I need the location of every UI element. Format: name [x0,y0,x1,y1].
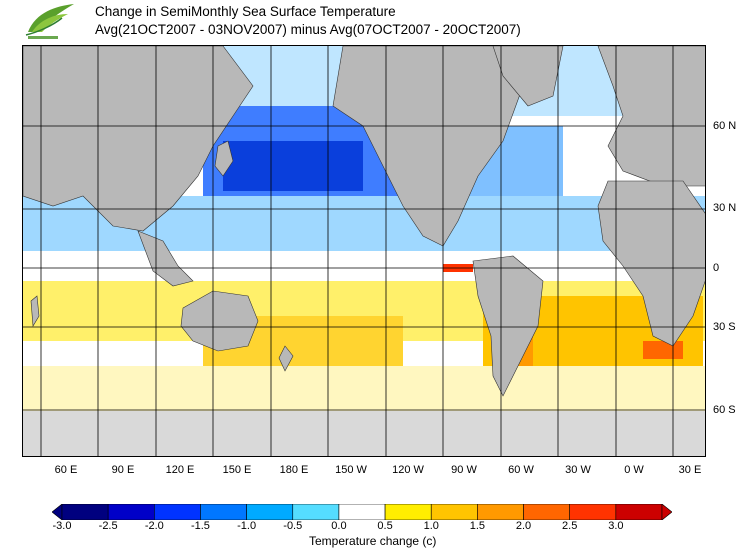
colorbar-tick-label: 1.5 [469,520,486,532]
colorbar-tick-label: -0.5 [283,520,303,532]
lat-label: 60 N [713,120,737,132]
colorbar-title: Temperature change (c) [309,534,437,548]
lon-label: 30 E [678,464,702,476]
colorbar-cell [292,504,340,520]
lon-label: 60 W [508,464,534,476]
lon-label: 0 W [624,464,644,476]
land-japan [214,140,234,177]
colorbar-tick-label: 0.0 [331,520,347,532]
lon-label: 150 W [335,464,367,476]
land-australia [180,290,259,352]
lon-label: 120 W [392,464,424,476]
sst-map-canvas [23,46,705,456]
lon-label: 90 E [111,464,135,476]
colorbar-tick-label: 2.5 [562,520,578,532]
lat-label: 60 S [713,404,736,416]
sst-field-tropics [23,251,705,286]
lon-label: 30 W [565,464,591,476]
land-africa [597,180,705,347]
lon-label: 60 E [54,464,78,476]
land-south-america [472,255,544,397]
colorbar-tick-label: 1.0 [423,520,439,532]
chart-subtitle: Avg(21OCT2007 - 03NOV2007) minus Avg(07O… [95,22,521,37]
logo-icon [25,4,74,39]
colorbar-cell [154,504,201,520]
colorbar [52,504,672,520]
colorbar-cell [246,504,294,520]
colorbar-cell [523,504,570,520]
colorbar-cell [384,504,432,520]
colorbar-tick-label: 0.5 [377,520,393,532]
colorbar-cell [569,504,617,520]
colorbar-tick-label: -2.0 [144,520,164,532]
colorbar-cell [477,504,524,520]
colorbar-cell [61,504,109,520]
colorbar-cell [615,504,663,520]
antarctic-ice [23,411,705,456]
lat-label: 0 [713,262,720,274]
land-eurasia [23,46,254,232]
lat-label: 30 S [713,321,736,333]
sst-field-southern-ocean [23,366,705,411]
lon-label: 180 E [279,464,309,476]
colorbar-tick-label: -3.0 [52,520,72,532]
sst-field-south-african-hotspot [643,341,683,359]
chart-title: Change in SemiMonthly Sea Surface Temper… [95,4,396,19]
sst-change-map [22,45,706,457]
lon-label: 90 W [451,464,477,476]
colorbar-tick-label: -2.5 [98,520,118,532]
land-new-zealand [278,345,294,372]
colorbar-tick-label: 3.0 [608,520,624,532]
colorbar-max-arrow [661,504,672,520]
map-grid [23,46,705,456]
lon-label: 150 E [222,464,252,476]
colorbar-min-arrow [52,504,63,520]
colorbar-cell [430,504,478,520]
lon-label: 120 E [165,464,195,476]
land-southeast-asia [137,230,194,287]
lat-label: 30 N [713,202,737,214]
colorbar-tick-label: -1.5 [190,520,210,532]
colorbar-cell [338,504,386,520]
land-madagascar [30,295,40,327]
colorbar-tick-label: 2.0 [515,520,532,532]
sst-field-northwest-pacific-cooling [223,141,363,191]
colorbar-cell [200,504,247,520]
colorbar-tick-label: -1.0 [237,520,257,532]
colorbar-cell [107,504,155,520]
